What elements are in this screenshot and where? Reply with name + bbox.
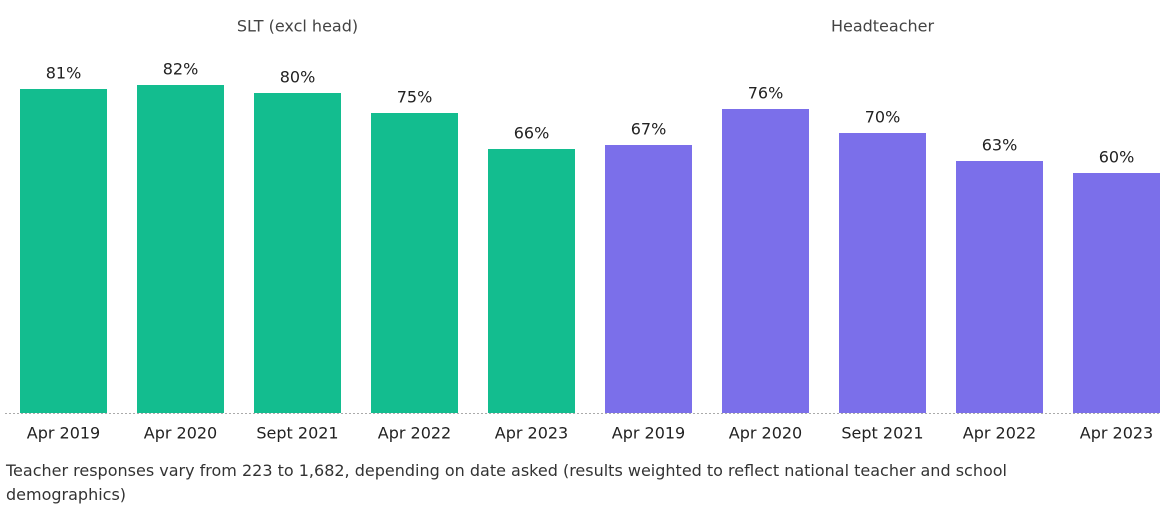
x-tick-label: Apr 2019	[612, 424, 685, 443]
footnote: Teacher responses vary from 223 to 1,682…	[6, 461, 1007, 504]
x-tick-label: Sept 2021	[841, 424, 923, 443]
value-label: 76%	[748, 84, 784, 103]
bar	[137, 85, 224, 413]
bar	[605, 145, 692, 413]
bar	[956, 161, 1043, 413]
group-title: Headteacher	[831, 17, 935, 36]
x-tick-label: Apr 2022	[963, 424, 1036, 443]
value-label: 81%	[46, 64, 82, 83]
bar	[1073, 173, 1160, 413]
value-label: 60%	[1099, 148, 1135, 167]
x-tick-label: Sept 2021	[256, 424, 338, 443]
value-label: 66%	[514, 124, 550, 143]
bar	[371, 113, 458, 413]
value-label: 67%	[631, 120, 667, 139]
value-label: 75%	[397, 88, 433, 107]
x-tick-label: Apr 2020	[144, 424, 217, 443]
value-label: 80%	[280, 68, 316, 87]
bar	[839, 133, 926, 413]
x-tick-label: Apr 2022	[378, 424, 451, 443]
x-tick-label: Apr 2023	[1080, 424, 1153, 443]
group-title: SLT (excl head)	[237, 17, 358, 36]
x-tick-label: Apr 2023	[495, 424, 568, 443]
bar	[20, 89, 107, 413]
value-label: 63%	[982, 136, 1018, 155]
bar	[254, 93, 341, 413]
bar	[488, 149, 575, 413]
x-tick-label: Apr 2020	[729, 424, 802, 443]
value-label: 82%	[163, 60, 199, 79]
chart: 81% Apr 2019 82% Apr 2020 80% Sept 2021 75% Apr…	[5, 17, 1161, 443]
bar	[722, 109, 809, 413]
x-tick-label: Apr 2019	[27, 424, 100, 443]
value-label: 70%	[865, 108, 901, 127]
